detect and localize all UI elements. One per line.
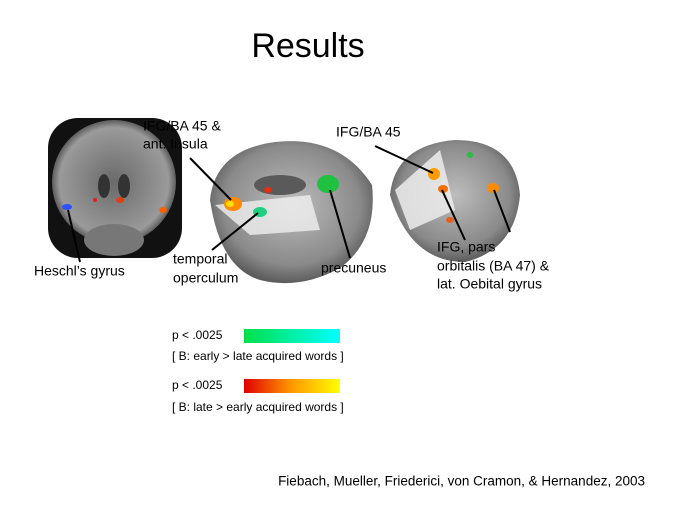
legend-threshold: p < .0025 <box>172 378 223 392</box>
label: IFG, pars <box>437 239 495 255</box>
title: Results <box>251 27 364 65</box>
label: lat. Oebital gyrus <box>437 276 542 292</box>
label: ant. Insula <box>143 136 208 152</box>
label: operculum <box>173 270 238 286</box>
legend-contrast: [ B: late > early acquired words ] <box>172 400 344 414</box>
legend-colorbar <box>244 379 340 393</box>
pointer-lines <box>67 145 511 263</box>
label: IFG/BA 45 & <box>143 118 221 134</box>
label: orbitalis (BA 47) & <box>437 258 550 274</box>
label: temporal <box>173 251 227 267</box>
legend-threshold: p < .0025 <box>172 328 223 342</box>
label: precuneus <box>321 260 386 276</box>
label: Heschl’s gyrus <box>34 263 125 279</box>
legend-contrast: [ B: early > late acquired words ] <box>172 349 344 363</box>
coronal-brain-image <box>48 118 182 258</box>
lateral-brain-image <box>390 140 520 262</box>
label: IFG/BA 45 <box>336 124 401 140</box>
legend-colorbar <box>244 329 340 343</box>
citation: Fiebach, Mueller, Friederici, von Cramon… <box>278 474 645 489</box>
